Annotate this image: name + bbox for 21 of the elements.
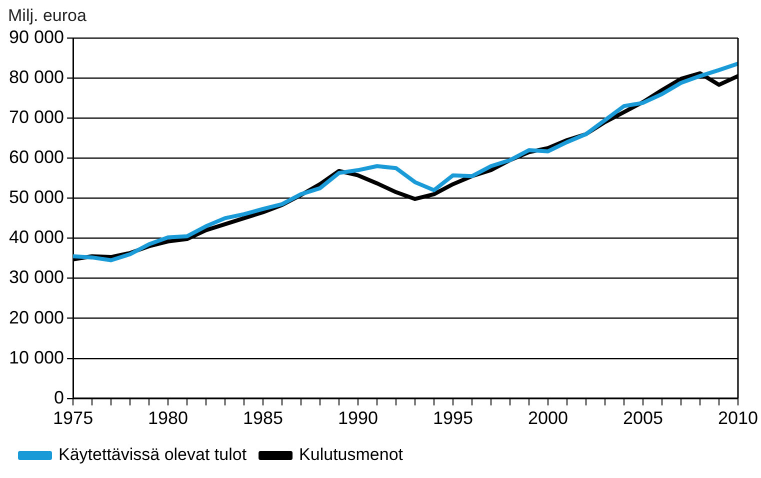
y-tick-label: 20 000 (8, 307, 64, 328)
x-tick-label: 2005 (622, 408, 664, 428)
y-tick-label: 30 000 (8, 267, 64, 288)
x-tick-label: 1975 (53, 408, 94, 428)
y-axis-title: Milj. euroa (8, 6, 86, 26)
y-tick-label: 0 (54, 387, 64, 408)
y-tick-label: 50 000 (8, 187, 64, 208)
x-tick-label: 1990 (338, 408, 378, 428)
y-tick-label: 60 000 (8, 147, 64, 168)
x-tick-label: 1980 (148, 408, 188, 428)
x-tick-label: 2000 (528, 408, 568, 428)
legend-label: Kulutusmenot (299, 445, 404, 464)
legend-label: Käytettävissä olevat tulot (58, 445, 247, 464)
y-tick-label: 40 000 (8, 227, 64, 248)
y-tick-label: 10 000 (8, 347, 64, 368)
x-tick-label: 2010 (718, 408, 758, 428)
x-tick-label: 1995 (432, 408, 474, 428)
y-tick-label: 90 000 (8, 26, 64, 47)
y-tick-label: 70 000 (8, 107, 64, 128)
x-tick-label: 1985 (243, 408, 284, 428)
y-tick-label: 80 000 (8, 67, 64, 88)
